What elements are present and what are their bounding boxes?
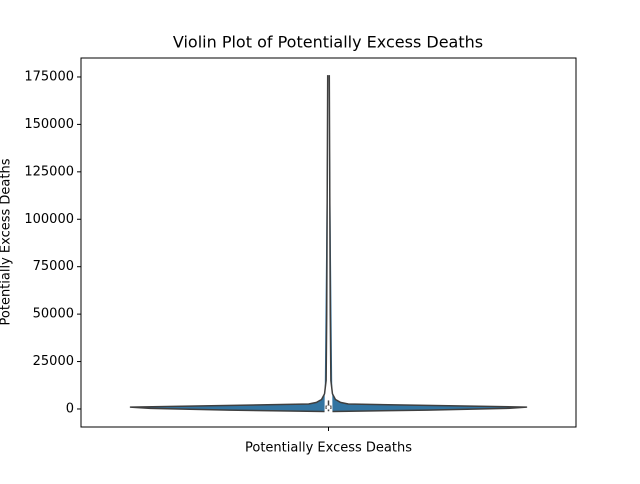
y-tick-label: 50000 [33,307,74,322]
violin-half [328,75,528,413]
y-tick-label: 175000 [24,69,74,84]
y-tick-label: 125000 [24,164,74,179]
y-axis-label: Potentially Excess Deaths [0,158,14,325]
y-tick-label: 100000 [24,212,74,227]
median [326,405,331,410]
y-tick-label: 75000 [33,259,74,274]
plot-frame [80,57,577,428]
y-tick-label: 25000 [33,354,74,369]
y-tick-label: 0 [66,401,74,416]
chart-title: Violin Plot of Potentially Excess Deaths [173,33,483,52]
violin-half [129,75,329,413]
y-tick-label: 150000 [24,117,74,132]
x-tick-label: Potentially Excess Deaths [245,441,412,456]
